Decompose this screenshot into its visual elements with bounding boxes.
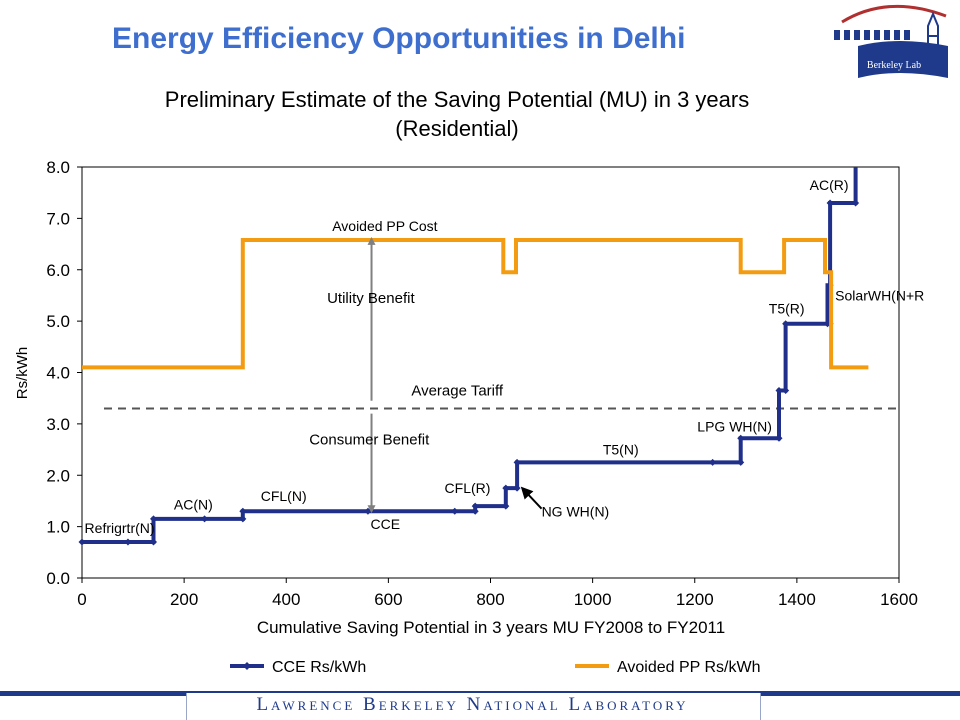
cce-marker [709,458,717,466]
cce-marker [471,507,479,515]
cce-marker [775,386,783,394]
annotation-label: T5(R) [769,300,805,316]
cce-marker [513,458,521,466]
y-tick-label: 6.0 [46,261,70,280]
cce-marker [826,199,834,207]
avoided-pp-series-line [82,238,869,370]
annotation-label: AC(R) [810,177,849,193]
x-tick-label: 600 [374,590,402,609]
cce-marker [451,507,459,515]
chart-title: Preliminary Estimate of the Saving Poten… [165,87,749,112]
annotation-label: Consumer Benefit [309,431,430,448]
annotation-label: Avoided PP Cost [332,218,437,234]
annotation-label: AC(N) [174,497,213,513]
x-tick-label: 0 [77,590,86,609]
cce-marker [852,199,860,207]
annotation-label: Refrigrtr(N) [85,520,155,536]
annotation-label: CFL(R) [445,480,491,496]
cce-marker [201,515,209,523]
x-tick-label: 1600 [880,590,918,609]
annotation-label: T5(N) [603,442,639,458]
cce-marker [149,538,157,546]
cce-marker [471,502,479,510]
legend-marker-cce [243,662,251,670]
y-tick-label: 3.0 [46,415,70,434]
annotation-label: Utility Benefit [327,290,415,307]
legend-label-cce: CCE Rs/kWh [272,659,366,676]
cce-marker [513,484,521,492]
cce-marker [775,434,783,442]
annotation-label: SolarWH(N+R [835,288,924,304]
cce-marker [782,386,790,394]
legend-label-avoided: Avoided PP Rs/kWh [617,659,760,676]
cce-marker [782,320,790,328]
x-tick-label: 400 [272,590,300,609]
annotation-label: NG WH(N) [542,503,610,519]
legend: CCE Rs/kWh Avoided PP Rs/kWh [230,659,760,676]
x-tick-label: 800 [476,590,504,609]
cce-marker [737,458,745,466]
y-tick-label: 1.0 [46,518,70,537]
x-tick-label: 200 [170,590,198,609]
annotation-label: LPG WH(N) [697,419,772,435]
y-tick-label: 7.0 [46,209,70,228]
y-axis-label: Rs/kWh [14,347,31,400]
x-tick-label: 1400 [778,590,816,609]
x-tick-label: 1000 [574,590,612,609]
ngwh-pointer [520,486,543,510]
y-tick-label: 4.0 [46,364,70,383]
cce-marker [239,507,247,515]
annotation-label: Average Tariff [411,383,504,400]
annotation-label: CCE [371,516,401,532]
annotation-layer: Refrigrtr(N) AC(N) CFL(N) CCE CFL(R) NG WH(N)… [85,177,925,536]
y-tick-label: 5.0 [46,312,70,331]
cce-marker [364,507,372,515]
footer-box [186,693,761,720]
cce-marker [78,538,86,546]
cce-marker [502,484,510,492]
annotation-label: CFL(N) [261,488,307,504]
cce-marker [737,434,745,442]
cce-marker [239,515,247,523]
y-tick-label: 2.0 [46,466,70,485]
y-tick-label: 8.0 [46,158,70,177]
x-tick-label: 1200 [676,590,714,609]
cce-series-line [82,167,858,544]
berkeley-lab-logo: Berkeley Lab [828,0,952,84]
axes: 0 200 400 600 800 1000 1200 1400 1600 0.0 1.0 2.0 3.… [46,158,918,609]
chart-subtitle: (Residential) [395,116,519,141]
chart: Preliminary Estimate of the Saving Poten… [14,87,925,676]
slide-title: Energy Efficiency Opportunities in Delhi [112,22,686,55]
cce-marker [502,502,510,510]
x-axis-label: Cumulative Saving Potential in 3 years M… [257,618,725,637]
footer-text: Lawrence Berkeley National Laboratory [256,694,689,715]
cce-marker [149,515,157,523]
y-tick-label: 0.0 [46,569,70,588]
cce-marker [124,538,132,546]
logo-text: Berkeley Lab [867,60,921,71]
